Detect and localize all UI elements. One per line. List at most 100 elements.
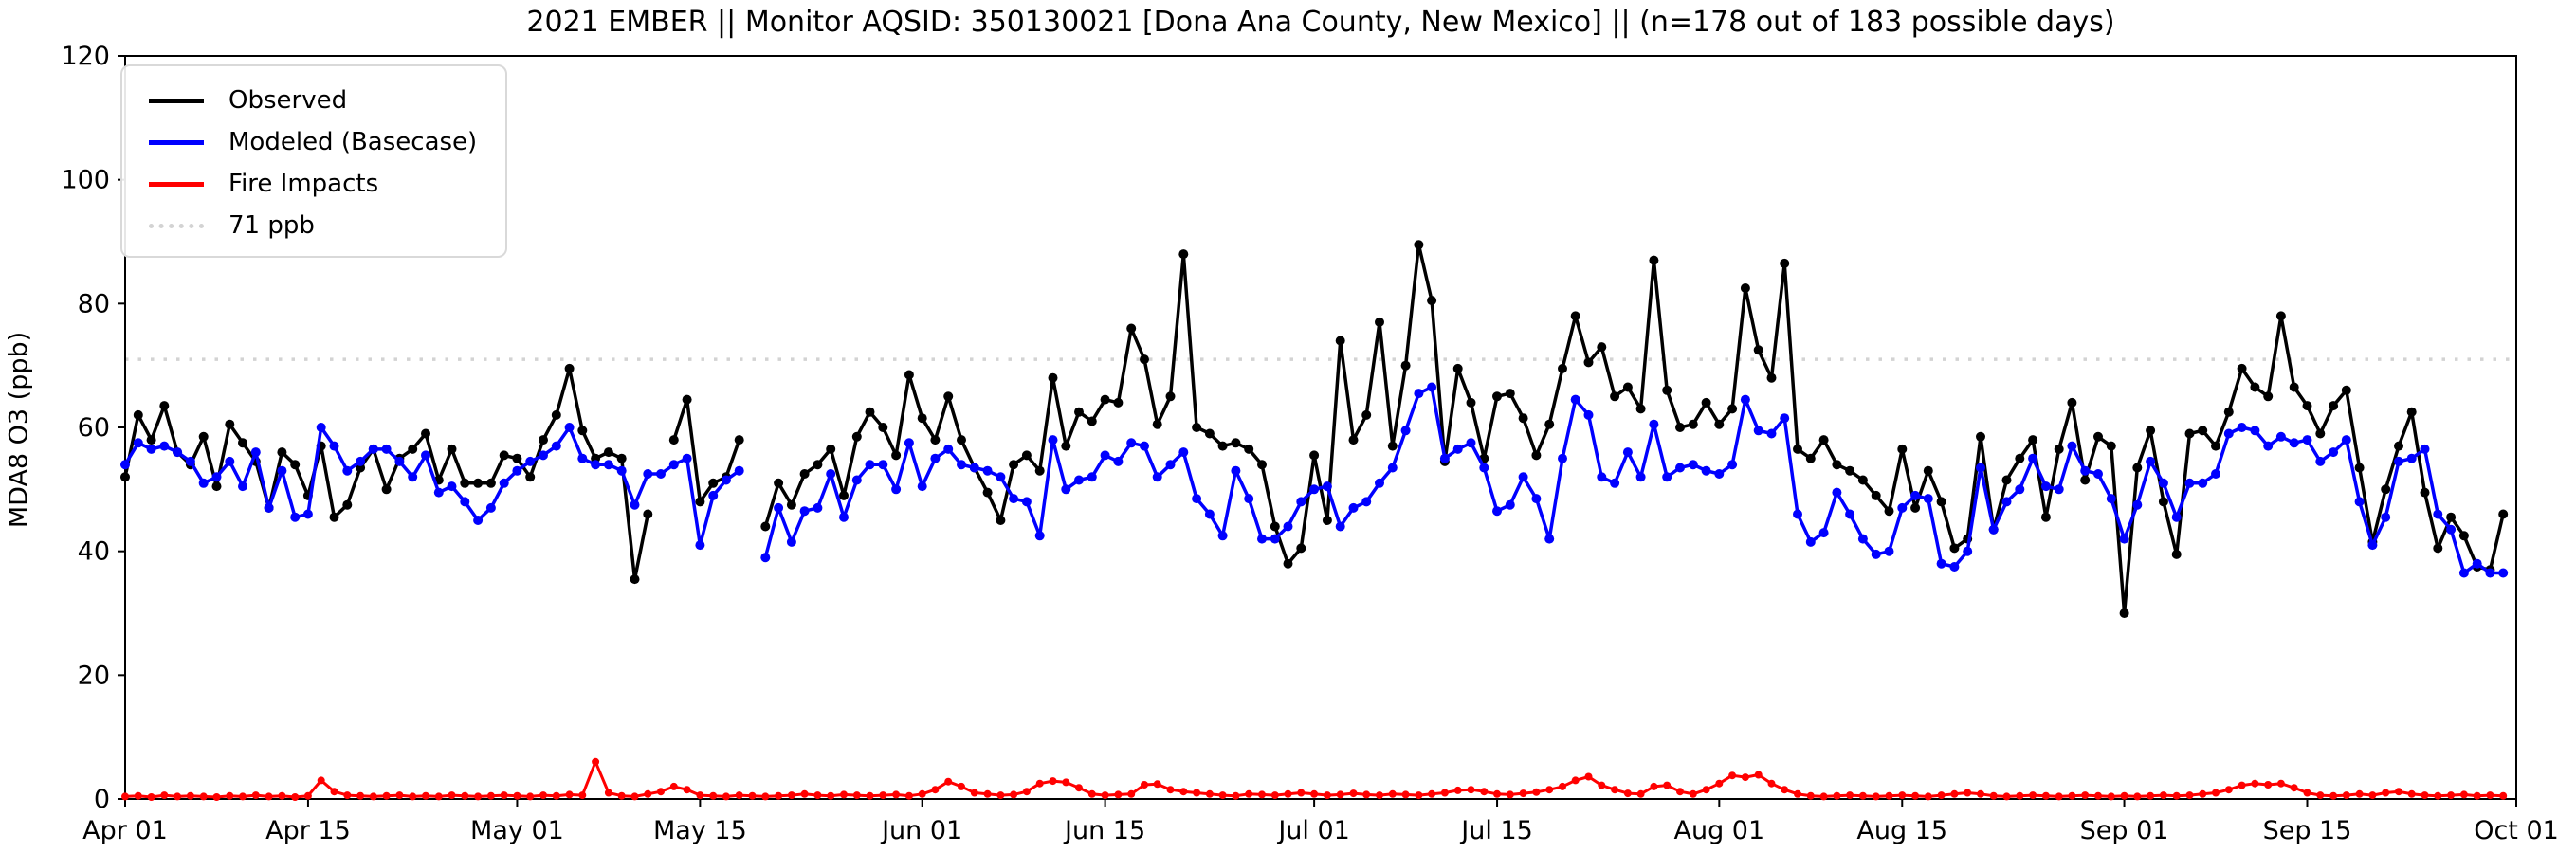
legend-line-observed-icon (149, 98, 204, 103)
fire-impacts-marker (1519, 789, 1527, 798)
fire-impacts-marker (657, 788, 665, 796)
observed-marker (198, 431, 209, 442)
modeled-basecase--marker (1257, 534, 1267, 544)
fire-impacts-marker (1284, 789, 1292, 798)
observed-marker (1192, 423, 1202, 432)
observed-marker (878, 423, 888, 432)
fire-impacts-marker (1114, 790, 1123, 799)
modeled-basecase--marker (277, 465, 287, 476)
modeled-basecase--marker (1570, 394, 1580, 405)
observed-marker (1884, 506, 1894, 517)
fire-impacts-marker (1650, 782, 1658, 790)
fire-impacts-marker (199, 792, 208, 801)
modeled-basecase--marker (1622, 447, 1633, 458)
fire-impacts-marker (866, 791, 874, 800)
modeled-basecase--marker (1635, 472, 1646, 482)
fire-impacts-marker (1819, 792, 1828, 801)
observed-marker (1505, 389, 1515, 399)
fire-impacts-marker (500, 791, 508, 800)
observed-marker (485, 478, 496, 488)
observed-marker (2406, 407, 2417, 417)
modeled-basecase--marker (1583, 409, 1594, 420)
x-tick-label: Sep 15 (2263, 816, 2352, 845)
legend-label: Fire Impacts (228, 170, 379, 198)
fire-impacts-marker (2447, 791, 2456, 800)
observed-marker (917, 413, 927, 424)
modeled-basecase--marker (1348, 502, 1359, 513)
modeled-basecase--marker (1283, 521, 1293, 532)
fire-impacts-marker (1833, 791, 1841, 800)
fire-impacts-marker (395, 791, 404, 800)
modeled-basecase--marker (786, 536, 796, 547)
modeled-basecase--marker (1923, 494, 1933, 504)
modeled-basecase--marker (1400, 426, 1411, 436)
modeled-basecase--marker (1662, 472, 1672, 482)
y-tick-label: 60 (78, 413, 110, 443)
modeled-basecase--marker (512, 465, 522, 476)
fire-impacts-marker (1179, 788, 1188, 796)
observed-marker (1452, 363, 1463, 373)
observed-marker (1021, 450, 1032, 461)
fire-impacts-marker (1584, 772, 1593, 781)
observed-marker (1949, 543, 1960, 554)
modeled-basecase--marker (1165, 460, 1176, 470)
observed-marker (1165, 391, 1176, 402)
modeled-basecase--marker (2485, 568, 2495, 578)
modeled-basecase--marker (2093, 469, 2103, 479)
modeled-basecase--marker (668, 460, 679, 470)
fire-impacts-marker (1663, 781, 1672, 789)
modeled-basecase--marker (2132, 499, 2143, 510)
fire-impacts-marker (1676, 788, 1684, 796)
observed-marker (1113, 397, 1124, 408)
modeled-basecase--marker (1910, 490, 1921, 500)
modeled-basecase--marker (2446, 524, 2457, 535)
observed-marker (2132, 463, 2143, 473)
fire-impacts-marker (147, 793, 155, 801)
legend-item-threshold: 71 ppb (122, 205, 505, 246)
modeled-basecase--marker (839, 512, 849, 522)
modeled-basecase--marker (799, 506, 810, 517)
observed-marker (1688, 419, 1698, 429)
modeled-basecase--marker (2028, 453, 2038, 463)
observed-marker (813, 460, 823, 470)
modeled-basecase--marker (2329, 447, 2339, 458)
observed-marker (277, 447, 287, 458)
legend-item-modeled: Modeled (Basecase) (122, 121, 505, 163)
fire-impacts-marker (278, 791, 286, 800)
modeled-basecase--marker (2381, 512, 2391, 522)
observed-marker (1126, 323, 1137, 334)
fire-impacts-marker (2276, 779, 2285, 788)
fire-impacts-marker (2107, 792, 2115, 801)
observed-marker (2171, 549, 2182, 559)
fire-impacts-marker (526, 792, 535, 801)
x-tick-label: Jun 01 (880, 816, 962, 845)
modeled-basecase--marker (1649, 419, 1659, 429)
observed-marker (2184, 428, 2195, 439)
fire-impacts-marker (2185, 791, 2194, 800)
fire-impacts-marker (1415, 791, 1423, 800)
fire-impacts-marker (1806, 791, 1815, 800)
x-tick-label: Apr 01 (82, 816, 168, 845)
fire-impacts-marker (2382, 789, 2390, 797)
modeled-basecase--marker (1466, 438, 1476, 448)
observed-marker (630, 574, 640, 585)
observed-marker (1610, 391, 1620, 402)
modeled-basecase--marker (1335, 521, 1345, 532)
observed-marker (2420, 487, 2430, 498)
modeled-basecase--marker (630, 499, 640, 510)
observed-marker (1649, 255, 1659, 265)
fire-impacts-marker (879, 791, 887, 800)
fire-impacts-marker (2147, 791, 2155, 800)
fire-impacts-marker (1453, 786, 1462, 794)
modeled-basecase--marker (1727, 460, 1738, 470)
fire-impacts-marker (1598, 781, 1606, 789)
observed-marker (957, 435, 966, 445)
fire-impacts-marker (2002, 792, 2011, 801)
fire-impacts-marker (1950, 789, 1959, 798)
modeled-basecase--marker (878, 460, 888, 470)
fire-impacts-marker (422, 791, 429, 800)
fire-impacts-marker (1741, 773, 1749, 782)
observed-marker (2394, 441, 2403, 451)
y-tick-label: 100 (61, 166, 110, 195)
observed-marker (2054, 444, 2064, 454)
